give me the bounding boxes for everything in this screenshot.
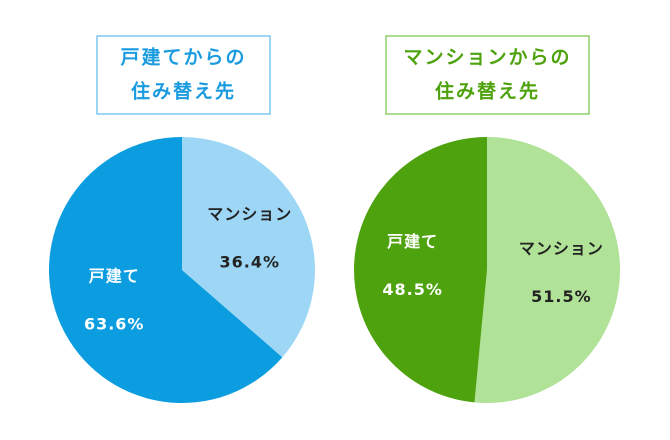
value-label: 48.5% (382, 280, 443, 299)
pie-slice (474, 137, 621, 403)
slice-label: マンション (207, 205, 292, 224)
pie-slice (49, 137, 283, 403)
title-frame (96, 35, 271, 115)
title-frame (385, 35, 590, 115)
chart-title: マンションからの (403, 47, 571, 69)
chart-title: 戸建てからの (120, 46, 246, 69)
value-label: 36.4% (220, 253, 281, 272)
pie-slice (354, 137, 487, 403)
chart-title: 住み替え先 (435, 80, 540, 103)
slice-label: マンション (519, 239, 604, 258)
value-label: 63.6% (84, 314, 145, 333)
pie-slice (182, 137, 316, 358)
chart-title: 住み替え先 (131, 80, 236, 103)
slice-label: 戸建て (387, 232, 438, 251)
value-label: 51.5% (531, 287, 592, 306)
slice-label: 戸建て (89, 266, 140, 285)
